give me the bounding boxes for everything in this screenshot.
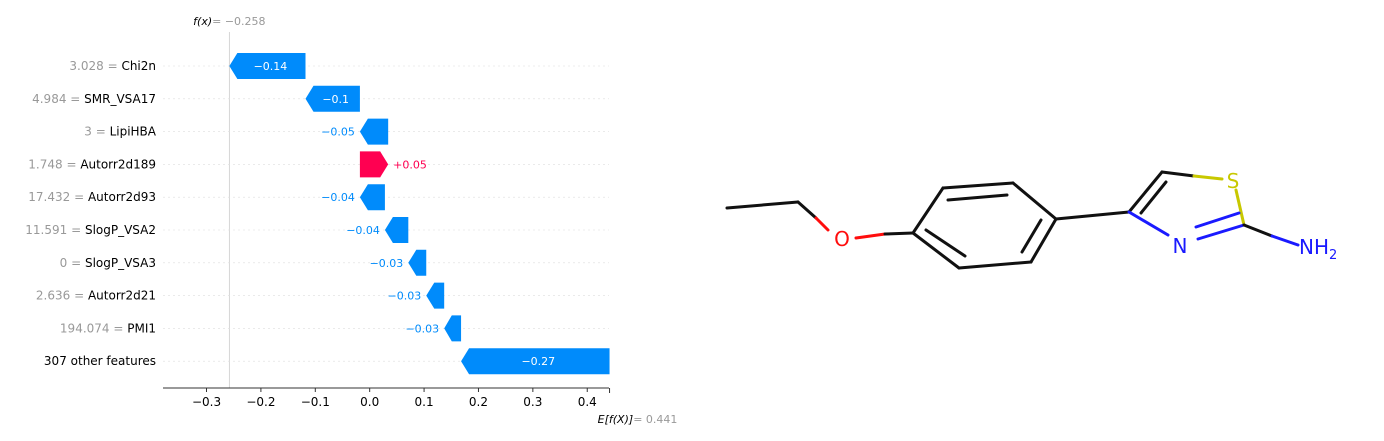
feature-value: 11.591 — [25, 223, 67, 237]
fx-prefix: f(x) — [193, 15, 212, 28]
feature-name: Chi2n — [121, 59, 156, 73]
x-tick-label: −0.3 — [192, 395, 221, 409]
feature-value: 3 — [84, 125, 92, 139]
equals-sign: = — [110, 321, 128, 335]
feature-value: 1.748 — [28, 157, 62, 171]
bar — [461, 348, 610, 375]
bar-value-label: −0.05 — [321, 126, 355, 139]
equals-sign: = — [70, 190, 88, 204]
equals-sign: = — [92, 125, 110, 139]
feature-label: 3.028 = Chi2n — [69, 59, 156, 73]
bar-value-label: −0.04 — [321, 191, 355, 204]
bar-value-label: −0.03 — [405, 322, 439, 335]
bar — [426, 282, 445, 309]
feature-label: 1.748 = Autorr2d189 — [28, 157, 156, 171]
x-tick-label: 0.4 — [578, 395, 597, 409]
bar — [305, 85, 360, 112]
feature-name: LipiHBA — [110, 125, 157, 139]
bar-value-label: −0.03 — [388, 290, 422, 303]
x-tick-label: 0.3 — [523, 395, 542, 409]
nitrogen-atom-label: N — [1173, 234, 1188, 258]
x-tick-label: 0.0 — [360, 395, 379, 409]
feature-name: SlogP_VSA3 — [85, 256, 156, 270]
equals-sign: = — [67, 223, 85, 237]
x-axis: −0.3 −0.2 −0.1 0.0 0.1 0.2 0.3 0.4 — [163, 387, 611, 409]
feature-label: 11.591 = SlogP_VSA2 — [25, 223, 156, 237]
sulfur-atom-label: S — [1227, 169, 1240, 193]
efx-value: = 0.441 — [633, 413, 677, 426]
bar-value-label: −0.04 — [346, 224, 380, 237]
amine-text: NH — [1299, 235, 1329, 259]
efx-label: E[f(X)]= 0.441 — [598, 413, 678, 426]
bar — [359, 151, 389, 178]
feature-value: 194.074 — [60, 321, 110, 335]
bar-value-label: −0.14 — [254, 60, 288, 73]
feature-label: 2.636 = Autorr2d21 — [36, 289, 156, 303]
feature-value: 17.432 — [28, 190, 70, 204]
feature-value: 0 — [60, 256, 68, 270]
feature-name: Autorr2d189 — [80, 157, 156, 171]
efx-prefix: E[f(X)] — [598, 413, 634, 426]
bar-value-label: −0.03 — [370, 257, 404, 270]
bar-value-label: −0.1 — [322, 93, 349, 106]
feature-label: 3 = LipiHBA — [84, 125, 157, 139]
x-tick-label: 0.2 — [469, 395, 488, 409]
molecule-structure: O S N NH2 — [725, 169, 1337, 270]
oxygen-atom-label: O — [834, 227, 850, 251]
x-tick-label: 0.1 — [415, 395, 434, 409]
x-tick-label: −0.2 — [246, 395, 275, 409]
feature-label: 0 = SlogP_VSA3 — [60, 256, 156, 270]
fx-label: f(x)= −0.258 — [193, 15, 265, 28]
feature-label: 194.074 = PMI1 — [60, 321, 156, 335]
fx-value: = −0.258 — [212, 15, 265, 28]
feature-value: 2.636 — [36, 289, 70, 303]
feature-label: 4.984 = SMR_VSA17 — [32, 92, 156, 106]
molecule-bonds — [725, 170, 1300, 270]
bar — [359, 118, 389, 145]
feature-name: Autorr2d93 — [88, 190, 156, 204]
feature-label: 307 other features — [44, 354, 156, 368]
equals-sign: = — [70, 289, 88, 303]
feature-value: 3.028 — [69, 59, 103, 73]
equals-sign: = — [67, 256, 85, 270]
x-tick-label: −0.1 — [301, 395, 330, 409]
feature-name: Autorr2d21 — [88, 289, 156, 303]
bars: −0.14 −0.1 −0.05 +0.05 −0.04 −0.04 −0.03 −0.03 −… — [229, 53, 610, 375]
equals-sign: = — [63, 157, 81, 171]
feature-name: SMR_VSA17 — [84, 92, 156, 106]
bar — [384, 217, 409, 243]
feature-label: 17.432 = Autorr2d93 — [28, 190, 156, 204]
amine-subscript: 2 — [1329, 248, 1337, 263]
bar — [408, 249, 427, 276]
bar — [229, 53, 306, 79]
feature-value: 4.984 — [32, 92, 66, 106]
feature-name: 307 other features — [44, 354, 156, 368]
bar — [444, 315, 462, 342]
bar-value-label: +0.05 — [393, 158, 427, 171]
amine-label: NH2 — [1299, 235, 1337, 263]
waterfall-chart: f(x)= −0.258 −0.14−0.1−0.05+0.05−0.04−0.… — [25, 15, 678, 426]
equals-sign: = — [66, 92, 84, 106]
equals-sign: = — [104, 59, 122, 73]
row-gridlines — [163, 65, 609, 362]
bar-value-label: −0.27 — [521, 355, 555, 368]
feature-labels: 3.028 = Chi2n 4.984 = SMR_VSA17 3 = LipiHB… — [25, 59, 157, 368]
bar — [359, 184, 385, 211]
feature-name: PMI1 — [127, 321, 156, 335]
feature-name: SlogP_VSA2 — [85, 223, 156, 237]
